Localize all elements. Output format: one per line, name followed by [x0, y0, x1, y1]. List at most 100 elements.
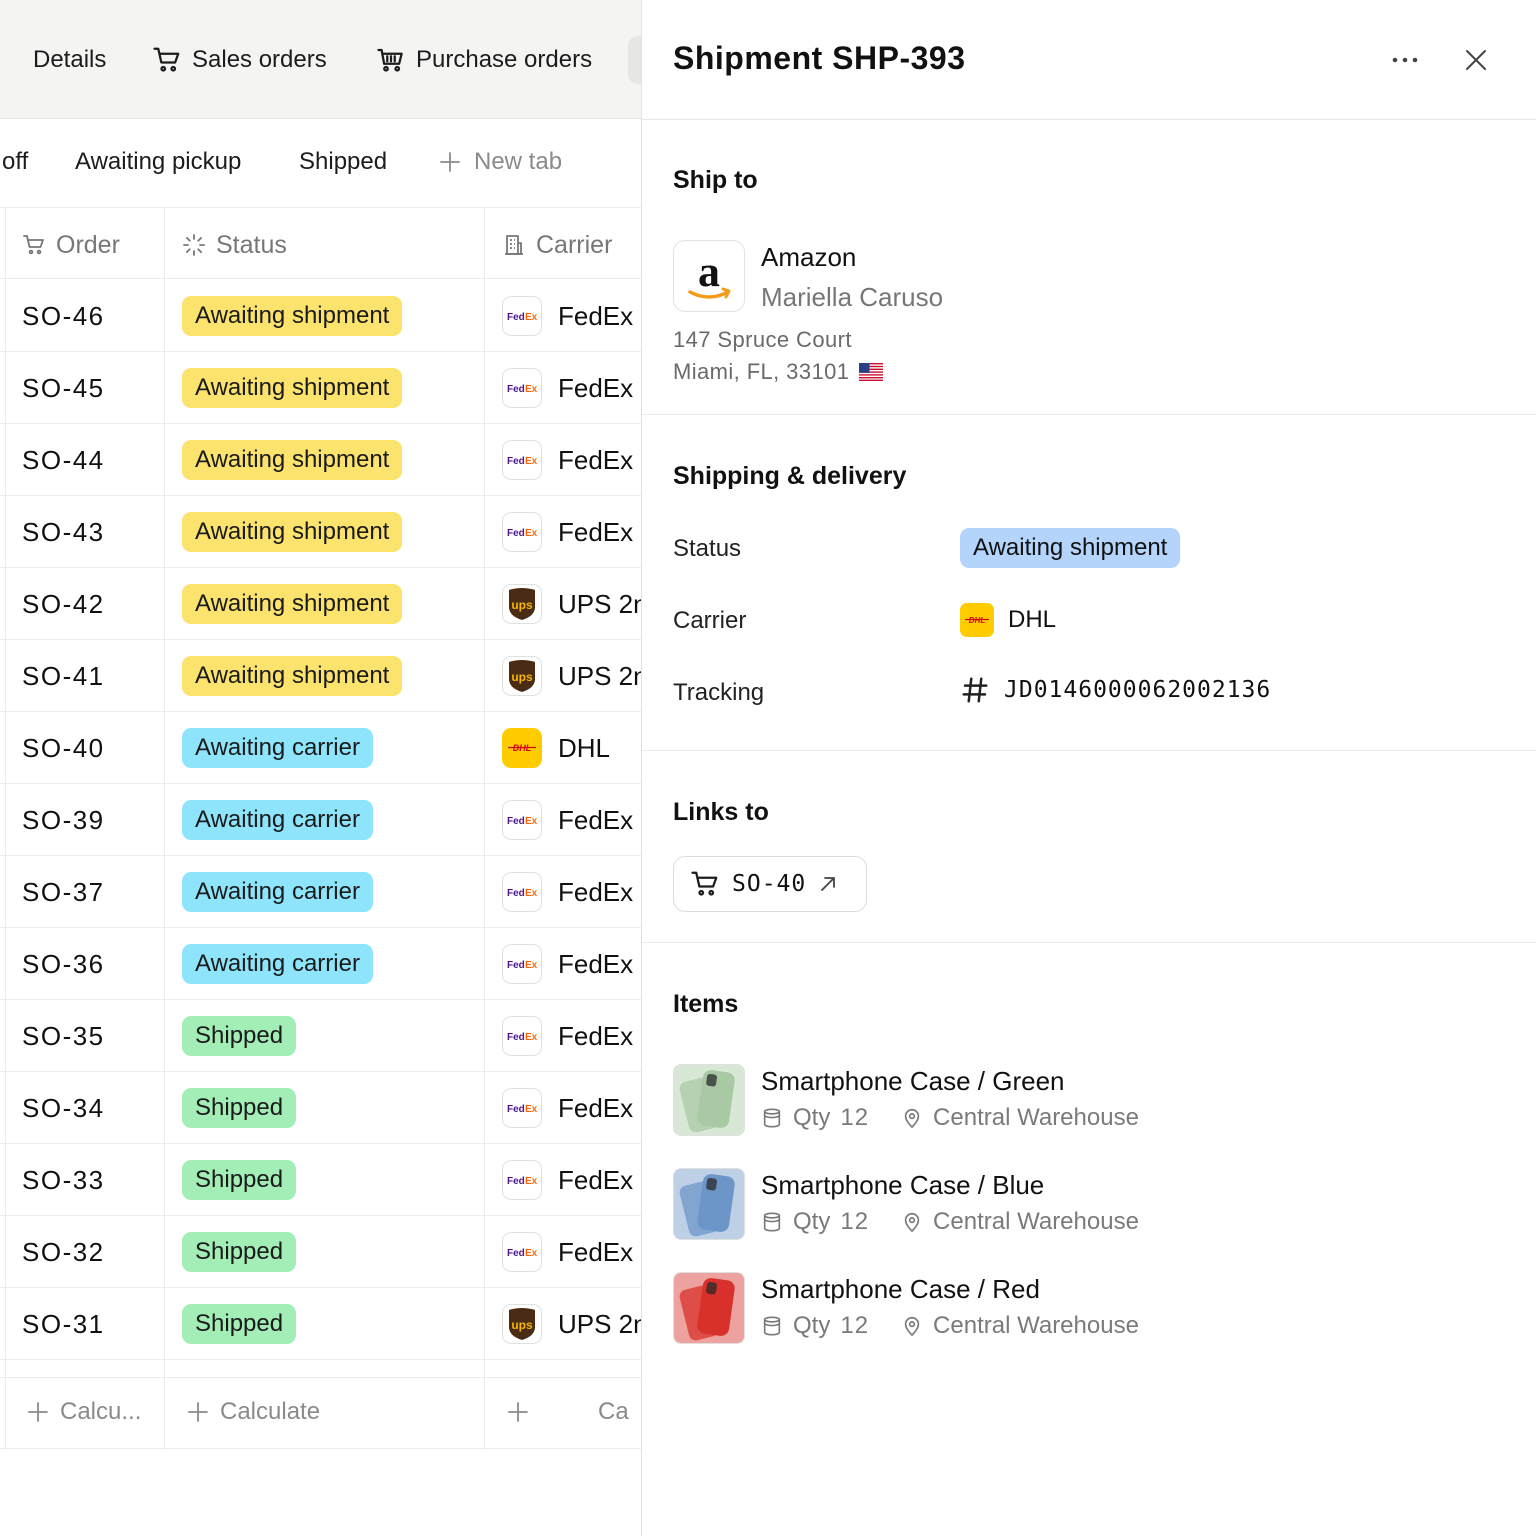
close-panel-button[interactable]	[1458, 42, 1494, 78]
row-divider	[0, 423, 641, 424]
svg-text:Fed: Fed	[507, 1176, 525, 1187]
table-row[interactable]: SO-33 Shipped Fed Ex FedEx	[0, 1144, 641, 1216]
top-navigation: Details Sales orders Purchase orders	[0, 0, 641, 119]
tab-partial[interactable]: off	[2, 148, 29, 175]
order-id: SO-43	[22, 517, 105, 547]
carrier-name: UPS 2nd	[558, 589, 641, 619]
plus-icon	[440, 152, 460, 172]
nav-overflow-tab[interactable]	[628, 36, 641, 84]
table-row[interactable]: SO-41 Awaiting shipment ups UPS 2nd	[0, 640, 641, 712]
carrier-value: DHL	[1008, 606, 1057, 633]
location: Central Warehouse	[933, 1312, 1139, 1339]
shopping-basket-icon	[377, 48, 403, 72]
location: Central Warehouse	[933, 1104, 1139, 1131]
nav-sales-orders[interactable]: Sales orders	[152, 38, 327, 82]
status-badge: Shipped	[182, 1160, 297, 1200]
tab-awaiting-pickup[interactable]: Awaiting pickup	[75, 148, 242, 175]
svg-text:Ex: Ex	[525, 888, 538, 899]
carrier-logo: Fed Ex	[502, 1088, 542, 1128]
map-pin-icon	[904, 1316, 920, 1337]
fedex-logo-icon: Fed Ex	[507, 384, 538, 395]
table-row[interactable]: SO-46 Awaiting shipment Fed Ex FedEx	[0, 280, 641, 352]
svg-text:ups: ups	[511, 598, 533, 612]
order-id: SO-42	[22, 589, 105, 619]
status-badge: Awaiting shipment	[182, 656, 403, 696]
order-id: SO-41	[22, 661, 105, 691]
building-icon	[505, 235, 523, 255]
address-line-1-text: 147 Spruce Court	[673, 327, 852, 352]
carrier-name: FedEx	[558, 949, 634, 979]
panel-title: Shipment SHP-393	[673, 40, 966, 76]
order-id: SO-40	[22, 733, 105, 763]
table-row[interactable]: SO-42 Awaiting shipment ups UPS 2nd	[0, 568, 641, 640]
table-row[interactable]: SO-34 Shipped Fed Ex FedEx	[0, 1072, 641, 1144]
fedex-logo-icon: Fed Ex	[507, 888, 538, 899]
carrier-logo: Fed Ex	[502, 1016, 542, 1056]
table-row[interactable]: SO-32 Shipped Fed Ex FedEx	[0, 1216, 641, 1288]
column-header-carrier-label: Carrier	[536, 230, 613, 259]
column-header-carrier[interactable]: Carrier	[502, 226, 612, 264]
row-divider	[0, 1287, 641, 1288]
carrier-name: FedEx	[558, 1021, 634, 1051]
list-item[interactable]: Smartphone Case / Blue Qty 12 Central Wareh…	[673, 1168, 1513, 1240]
svg-text:Fed: Fed	[507, 1104, 525, 1115]
column-header-status[interactable]: Status	[182, 226, 287, 264]
svg-text:Fed: Fed	[507, 888, 525, 899]
svg-text:Ex: Ex	[525, 312, 538, 323]
calculate-status-button[interactable]: Calculate	[186, 1398, 320, 1426]
view-tabs: off Awaiting pickup Shipped New tab	[0, 120, 641, 208]
column-header-order-label: Order	[56, 230, 120, 259]
shipping-heading: Shipping & delivery	[673, 462, 907, 490]
table-row[interactable]: SO-31 Shipped ups UPS 2nd	[0, 1288, 641, 1360]
table-row[interactable]: SO-44 Awaiting shipment Fed Ex FedEx	[0, 424, 641, 496]
table-row[interactable]: SO-35 Shipped Fed Ex FedEx	[0, 1000, 641, 1072]
svg-text:Fed: Fed	[507, 1248, 525, 1259]
nav-sales-orders-label: Sales orders	[192, 46, 327, 73]
svg-text:Fed: Fed	[507, 960, 525, 971]
nav-purchase-orders[interactable]: Purchase orders	[376, 38, 592, 82]
cart-icon	[23, 235, 44, 255]
row-divider	[0, 639, 641, 640]
fedex-logo-icon: Fed Ex	[507, 456, 538, 467]
linked-order-chip[interactable]: SO-40	[673, 856, 867, 912]
table-row[interactable]: SO-43 Awaiting shipment Fed Ex FedEx	[0, 496, 641, 568]
svg-text:ups: ups	[511, 670, 533, 684]
status-badge: Awaiting shipment	[182, 512, 403, 552]
svg-text:Fed: Fed	[507, 384, 525, 395]
column-header-order[interactable]: Order	[22, 226, 120, 264]
new-tab-label: New tab	[474, 148, 563, 175]
calculate-carrier-button[interactable]: Ca	[506, 1398, 629, 1426]
table-row[interactable]: SO-37 Awaiting carrier Fed Ex FedEx	[0, 856, 641, 928]
fedex-logo-icon: Fed Ex	[507, 1032, 538, 1043]
list-item[interactable]: Smartphone Case / Red Qty 12 Central Wareho…	[673, 1272, 1513, 1344]
calculate-carrier-label: Ca	[598, 1398, 629, 1425]
svg-text:a: a	[698, 248, 720, 296]
table-row[interactable]: SO-36 Awaiting carrier Fed Ex FedEx	[0, 928, 641, 1000]
nav-details-label: Details	[33, 46, 107, 73]
order-id: SO-39	[22, 805, 105, 835]
nav-details[interactable]: Details	[33, 38, 106, 82]
table-row[interactable]: SO-45 Awaiting shipment Fed Ex FedEx	[0, 352, 641, 424]
carrier-name: FedEx	[558, 1237, 634, 1267]
carrier-name: FedEx	[558, 877, 634, 907]
table-row[interactable]: SO-39 Awaiting carrier Fed Ex FedEx	[0, 784, 641, 856]
table-row[interactable]: SO-40 Awaiting carrier DHL DHL	[0, 712, 641, 784]
tab-shipped[interactable]: Shipped	[299, 148, 388, 175]
more-options-button[interactable]	[1387, 44, 1423, 76]
plus-icon	[188, 1402, 208, 1422]
calculate-order-button[interactable]: Calcu...	[26, 1398, 141, 1426]
tracking-field[interactable]: JD0146000062002136	[960, 675, 1271, 705]
fedex-logo-icon: Fed Ex	[507, 528, 538, 539]
ups-logo-icon: ups	[509, 660, 535, 692]
order-id: SO-35	[22, 1021, 105, 1051]
phone-case-image	[674, 1273, 744, 1343]
status-field[interactable]: Awaiting shipment	[960, 528, 1181, 568]
list-item[interactable]: Smartphone Case / Green Qty 12 Central Ware…	[673, 1064, 1513, 1136]
order-id: SO-36	[22, 949, 105, 979]
new-tab-button[interactable]: New tab	[438, 148, 562, 176]
carrier-field[interactable]: DHL DHL	[960, 603, 1056, 637]
orders-list-pane: Details Sales orders Purchase orders off…	[0, 0, 641, 1536]
row-divider	[0, 567, 641, 568]
svg-text:Ex: Ex	[525, 1176, 538, 1187]
carrier-logo: ups	[502, 584, 542, 624]
